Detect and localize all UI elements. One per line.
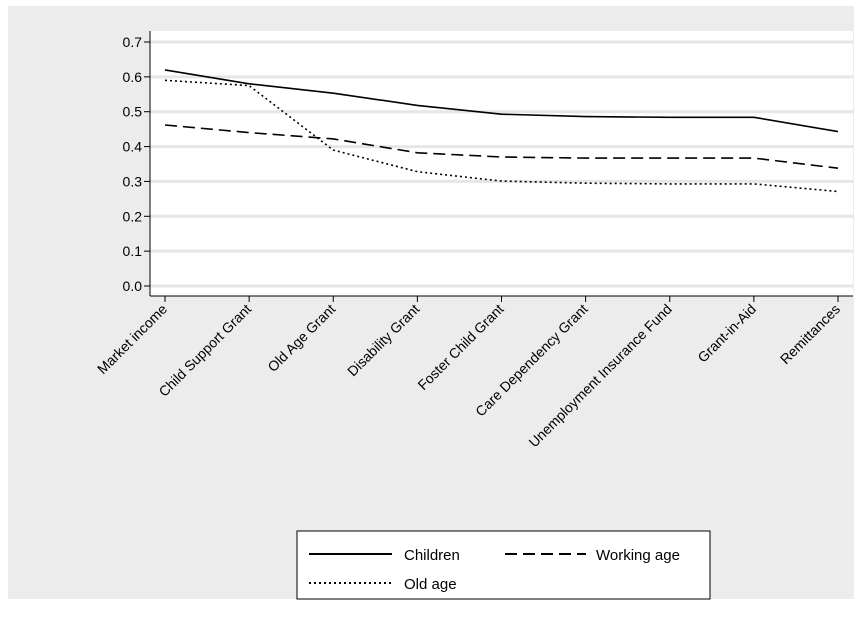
y-tick-label: 0.4 — [123, 139, 143, 155]
plot-area — [150, 31, 853, 296]
y-tick-label: 0.7 — [123, 34, 143, 50]
legend-label-old-age: Old age — [404, 576, 457, 593]
y-tick-label: 0.3 — [123, 173, 143, 189]
grid-lines — [150, 40, 853, 288]
series-line-children — [164, 69, 839, 133]
y-tick-label: 0.1 — [123, 243, 143, 259]
legend: Children Working age Old age — [296, 530, 711, 600]
y-tick-label: 0.2 — [123, 208, 143, 224]
legend-label-working-age: Working age — [596, 547, 680, 564]
series-line-old-age — [164, 79, 839, 193]
y-tick-label: 0.0 — [123, 278, 143, 294]
y-tick-label: 0.6 — [123, 69, 143, 85]
series-line-working-age — [164, 124, 839, 169]
y-axis-ticks: 0.0 0.1 0.2 0.3 0.4 0.5 0.6 0.7 — [123, 34, 150, 294]
y-tick-label: 0.5 — [123, 104, 143, 120]
legend-box — [296, 530, 711, 600]
legend-label-children: Children — [404, 547, 460, 564]
series-lines — [164, 69, 839, 193]
